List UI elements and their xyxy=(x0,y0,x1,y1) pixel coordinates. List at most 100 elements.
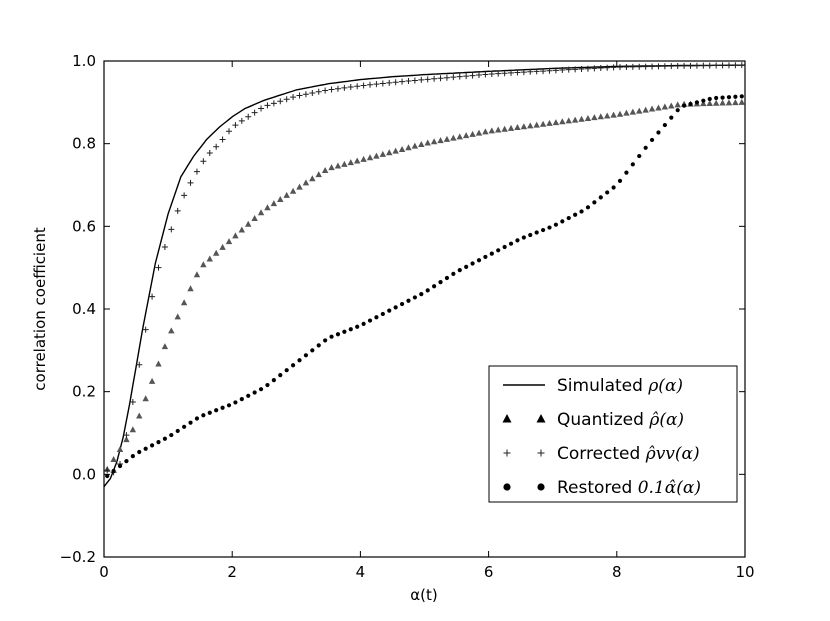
data-point xyxy=(700,100,707,107)
data-point xyxy=(495,70,502,77)
data-point xyxy=(443,135,451,142)
data-point xyxy=(495,126,502,133)
data-point xyxy=(623,64,630,71)
data-point xyxy=(219,243,226,250)
y-tick-label: 1.0 xyxy=(72,52,96,70)
data-point xyxy=(547,225,552,230)
data-point xyxy=(354,83,361,90)
plot-area xyxy=(103,62,746,488)
data-point xyxy=(598,195,603,200)
legend: Simulated ρ(α)Quantized ρ̂(α)Corrected ρ… xyxy=(488,365,738,503)
data-point xyxy=(502,244,507,250)
data-point xyxy=(387,308,392,313)
data-point xyxy=(316,343,321,348)
data-point xyxy=(507,124,515,131)
data-point xyxy=(469,130,476,137)
data-point xyxy=(591,65,598,72)
data-point xyxy=(623,109,630,116)
legend-item: Corrected ρ̂vv(α) xyxy=(503,444,700,464)
data-point xyxy=(206,149,213,156)
data-point xyxy=(508,241,514,246)
data-point xyxy=(347,84,354,91)
data-point xyxy=(733,94,738,99)
data-point xyxy=(661,63,668,70)
data-point xyxy=(437,75,444,82)
data-point xyxy=(496,248,501,253)
y-tick-label: 0.4 xyxy=(72,300,96,318)
data-point xyxy=(214,408,219,413)
data-point xyxy=(437,137,444,144)
data-point xyxy=(149,293,156,300)
legend-marker xyxy=(502,414,512,423)
data-point xyxy=(501,125,508,132)
data-point xyxy=(475,129,483,136)
data-point xyxy=(560,219,565,224)
legend-marker xyxy=(503,449,511,457)
data-point xyxy=(637,153,642,159)
data-point xyxy=(360,155,367,162)
data-point xyxy=(174,313,181,320)
data-point xyxy=(451,271,456,276)
data-point xyxy=(232,232,239,239)
x-axis-label: α(t) xyxy=(410,586,437,604)
data-point xyxy=(315,171,322,178)
data-point xyxy=(527,122,534,129)
legend-label-text: Quantized xyxy=(557,410,649,430)
data-point xyxy=(374,315,379,320)
data-point xyxy=(597,65,604,72)
data-point xyxy=(123,436,130,443)
data-point xyxy=(201,413,206,418)
data-point xyxy=(514,69,521,76)
data-point xyxy=(379,150,387,157)
data-point xyxy=(380,311,385,317)
data-point xyxy=(168,226,175,233)
series-3 xyxy=(104,62,745,476)
data-point xyxy=(694,100,700,105)
data-point xyxy=(488,71,495,78)
data-point xyxy=(367,318,373,323)
legend-label: Restored 0.1α̂(α) xyxy=(557,478,701,498)
data-point xyxy=(661,103,669,110)
data-point xyxy=(706,62,713,69)
data-point xyxy=(552,119,560,126)
data-point xyxy=(398,145,406,152)
data-point xyxy=(738,62,745,69)
data-point xyxy=(668,63,675,70)
data-point xyxy=(514,124,521,131)
data-point xyxy=(669,115,674,120)
data-point xyxy=(456,133,463,140)
data-point xyxy=(508,69,515,76)
data-point xyxy=(412,295,417,300)
data-point xyxy=(636,107,643,114)
data-point xyxy=(264,102,271,109)
data-point xyxy=(597,113,604,120)
data-point xyxy=(187,285,194,292)
data-point xyxy=(649,63,656,70)
data-point xyxy=(187,179,194,186)
data-point xyxy=(174,207,181,214)
data-point xyxy=(411,77,418,84)
data-point xyxy=(719,62,726,69)
data-point xyxy=(161,343,169,350)
data-point xyxy=(726,95,732,100)
data-point xyxy=(592,200,597,205)
data-point xyxy=(617,178,623,183)
data-point xyxy=(169,432,174,438)
data-point xyxy=(521,235,526,240)
data-point xyxy=(200,158,207,165)
data-point xyxy=(714,95,719,101)
data-point xyxy=(738,98,745,105)
y-tick-label: −0.2 xyxy=(60,548,96,566)
data-point xyxy=(430,138,438,145)
data-point xyxy=(245,113,252,120)
data-point xyxy=(239,397,244,402)
data-point xyxy=(347,159,354,166)
legend-label: Simulated ρ(α) xyxy=(557,376,683,396)
data-point xyxy=(462,132,470,139)
data-point xyxy=(456,73,463,80)
data-point xyxy=(585,205,591,210)
data-point xyxy=(265,382,270,388)
data-point xyxy=(520,69,527,76)
data-point xyxy=(464,264,469,269)
data-point xyxy=(373,81,380,88)
